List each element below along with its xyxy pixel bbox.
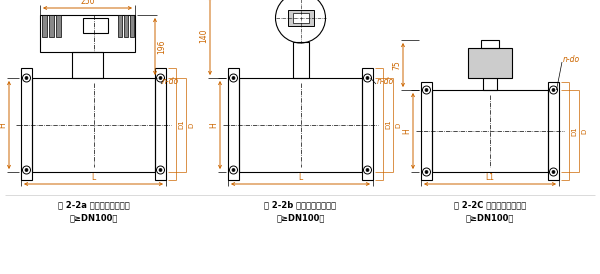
Bar: [548, 82, 559, 180]
Bar: [293, 42, 308, 78]
Bar: [287, 10, 314, 26]
Bar: [130, 15, 134, 37]
Text: D1: D1: [385, 119, 391, 129]
Text: n-do: n-do: [162, 78, 179, 87]
Text: 图 2-2a 一体型电磁流量计: 图 2-2a 一体型电磁流量计: [58, 201, 130, 210]
Circle shape: [25, 76, 28, 79]
Circle shape: [159, 76, 162, 79]
Text: H: H: [0, 122, 7, 128]
Bar: [21, 68, 32, 180]
Circle shape: [425, 89, 428, 92]
Text: 140: 140: [199, 28, 208, 43]
Bar: [32, 78, 155, 172]
Text: D1: D1: [571, 126, 577, 136]
Bar: [468, 48, 512, 78]
Bar: [49, 15, 54, 37]
Circle shape: [159, 169, 162, 172]
Text: D: D: [188, 122, 194, 128]
Text: n-do: n-do: [377, 78, 394, 87]
Bar: [56, 15, 61, 37]
Text: （≥DN100）: （≥DN100）: [466, 213, 514, 222]
Circle shape: [425, 170, 428, 173]
Text: L: L: [298, 173, 302, 182]
Circle shape: [366, 76, 369, 79]
Bar: [293, 13, 308, 23]
Text: （≥DN100）: （≥DN100）: [277, 213, 325, 222]
Circle shape: [366, 169, 369, 172]
Text: 图 2-2C 分离型电磁流量计: 图 2-2C 分离型电磁流量计: [454, 201, 526, 210]
Text: 196: 196: [157, 39, 166, 54]
Text: D1: D1: [178, 119, 184, 129]
Text: D: D: [395, 122, 401, 128]
Bar: [40, 15, 135, 52]
Text: H: H: [402, 128, 411, 134]
Text: （≥DN100）: （≥DN100）: [70, 213, 118, 222]
Text: 图 2-2b 一体型电磁流量计: 图 2-2b 一体型电磁流量计: [265, 201, 337, 210]
Circle shape: [232, 76, 235, 79]
Circle shape: [552, 170, 555, 173]
Text: L: L: [91, 173, 95, 182]
Bar: [118, 15, 122, 37]
Bar: [481, 40, 499, 48]
Text: 75: 75: [392, 60, 401, 70]
Bar: [432, 90, 548, 172]
Text: n-do: n-do: [563, 56, 580, 64]
Text: L1: L1: [485, 173, 494, 182]
Circle shape: [552, 89, 555, 92]
Bar: [239, 78, 362, 172]
Circle shape: [25, 169, 28, 172]
Bar: [72, 52, 103, 78]
Text: H: H: [209, 122, 218, 128]
Bar: [42, 15, 47, 37]
Circle shape: [232, 169, 235, 172]
Bar: [483, 78, 497, 90]
Bar: [83, 18, 108, 33]
Text: 250: 250: [80, 0, 95, 6]
Bar: [155, 68, 166, 180]
Bar: [362, 68, 373, 180]
Text: D: D: [581, 129, 587, 134]
Bar: [124, 15, 128, 37]
Bar: [228, 68, 239, 180]
Bar: [421, 82, 432, 180]
